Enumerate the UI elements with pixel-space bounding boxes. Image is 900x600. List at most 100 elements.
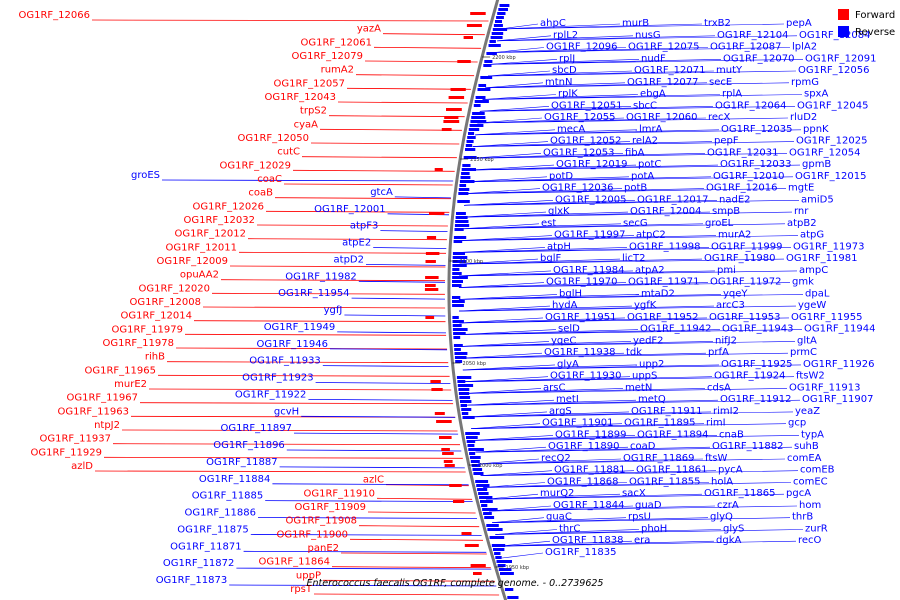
forward-gene-label-leader bbox=[211, 292, 445, 295]
forward-feature bbox=[425, 316, 435, 319]
reverse-gene-label: mtnN bbox=[545, 77, 572, 88]
reverse-gene-label: OG1RF_11922 bbox=[235, 389, 307, 400]
reverse-feature bbox=[452, 304, 464, 307]
forward-gene-label-leader bbox=[382, 33, 485, 36]
position-ticks: 2200 kbp 2150 kbp 2100 kbp 2050 kbp 2000 kbp… bbox=[449, 55, 529, 571]
reverse-feature bbox=[498, 8, 508, 11]
reverse-feature bbox=[468, 448, 484, 451]
reverse-gene-label-leader bbox=[468, 164, 801, 171]
forward-feature bbox=[443, 120, 460, 123]
reverse-gene-label: argS bbox=[549, 406, 572, 417]
forward-gene-label-leader bbox=[319, 128, 462, 131]
reverse-gene-label: mtaD2 bbox=[641, 288, 675, 299]
reverse-feature bbox=[459, 184, 467, 187]
reverse-gene-label: arsC bbox=[543, 382, 565, 393]
reverse-feature bbox=[460, 176, 471, 179]
reverse-feature bbox=[507, 596, 519, 599]
reverse-gene-label: OG1RF_11912 bbox=[720, 394, 792, 405]
reverse-gene-label-leader bbox=[475, 129, 802, 136]
reverse-gene-label-leader bbox=[469, 411, 548, 418]
reverse-gene-label: prmC bbox=[790, 347, 817, 358]
forward-gene-label-leader bbox=[229, 265, 446, 268]
reverse-gene-label: OG1RF_11844 bbox=[553, 500, 625, 511]
reverse-gene-label: mgtE bbox=[788, 183, 814, 194]
reverse-gene-label-leader bbox=[458, 294, 558, 300]
reverse-gene-label-leader bbox=[329, 348, 448, 351]
reverse-feature bbox=[459, 180, 475, 183]
forward-feature bbox=[449, 484, 462, 487]
reverse-gene-label: OG1RF_12096 bbox=[546, 42, 618, 53]
forward-gene-label-leader bbox=[310, 142, 460, 145]
reverse-gene-label-leader bbox=[490, 59, 558, 65]
reverse-gene-label: OG1RF_11971 bbox=[628, 277, 700, 288]
reverse-gene-label: OG1RF_11943 bbox=[722, 324, 794, 335]
reverse-gene-label-leader bbox=[501, 552, 544, 559]
reverse-feature bbox=[473, 472, 484, 475]
forward-gene-label: panE2 bbox=[308, 543, 340, 554]
reverse-gene-label: groES bbox=[131, 170, 160, 181]
reverse-gene-label: OG1RF_11865 bbox=[704, 488, 776, 499]
reverse-feature bbox=[452, 276, 468, 279]
reverse-gene-label: comEC bbox=[793, 477, 828, 488]
forward-gene-label: OG1RF_12079 bbox=[292, 51, 364, 62]
reverse-gene-label: OG1RF_11855 bbox=[629, 477, 701, 488]
forward-gene-label: OG1RF_12043 bbox=[265, 92, 337, 103]
reverse-gene-label: OG1RF_11861 bbox=[636, 465, 708, 476]
forward-gene-label: opuAA2 bbox=[180, 270, 219, 281]
reverse-gene-label: OG1RF_11887 bbox=[206, 457, 278, 468]
reverse-gene-label: OG1RF_11894 bbox=[637, 429, 709, 440]
reverse-gene-label-leader bbox=[458, 294, 804, 300]
reverse-gene-label-leader bbox=[483, 482, 792, 488]
reverse-gene-label: phoH bbox=[641, 524, 667, 535]
reverse-gene-label: rimI2 bbox=[713, 406, 739, 417]
reverse-gene-label: yedF2 bbox=[633, 335, 664, 346]
reverse-gene-label: OG1RF_12016 bbox=[706, 183, 778, 194]
reverse-gene-label: ftsW2 bbox=[796, 371, 825, 382]
reverse-gene-label-leader bbox=[236, 567, 492, 570]
reverse-gene-label-leader bbox=[482, 94, 557, 100]
forward-gene-label: cutC bbox=[277, 147, 300, 158]
reverse-gene-label: OG1RF_12036 bbox=[542, 183, 614, 194]
reverse-feature bbox=[455, 216, 468, 219]
reverse-gene-label: OG1RF_11882 bbox=[712, 441, 784, 452]
forward-feature bbox=[424, 288, 439, 291]
reverse-gene-label-leader bbox=[351, 297, 446, 300]
reverse-gene-label-leader bbox=[358, 280, 446, 283]
forward-gene-label: ntpJ2 bbox=[94, 420, 120, 431]
forward-gene-label-leader bbox=[112, 443, 461, 446]
reverse-gene-label-leader bbox=[479, 106, 550, 112]
reverse-feature bbox=[487, 528, 503, 531]
forward-feature bbox=[453, 500, 465, 503]
reverse-gene-label-leader bbox=[293, 432, 459, 435]
reverse-gene-label-leader bbox=[497, 35, 552, 42]
reverse-gene-label: glyA bbox=[557, 359, 579, 370]
reverse-gene-label: OG1RF_11911 bbox=[631, 406, 703, 417]
reverse-gene-label: OG1RF_11954 bbox=[278, 288, 350, 299]
forward-gene-label-leader bbox=[313, 593, 500, 596]
reverse-gene-label: nadE2 bbox=[719, 194, 751, 205]
reverse-gene-label-leader bbox=[464, 376, 795, 382]
forward-gene-label: OG1RF_11929 bbox=[31, 447, 103, 458]
reverse-gene-label: potD bbox=[549, 171, 573, 182]
reverse-gene-label-leader bbox=[485, 82, 544, 89]
forward-gene-label: OG1RF_11900 bbox=[277, 529, 349, 540]
forward-gene-label-leader bbox=[331, 566, 491, 569]
forward-gene-label-leader bbox=[328, 115, 465, 118]
forward-gene-label: cyaA bbox=[294, 119, 319, 130]
reverse-feature bbox=[467, 136, 476, 139]
reverse-feature bbox=[452, 316, 459, 319]
forward-feature bbox=[450, 88, 466, 91]
reverse-gene-label: OG1RF_11925 bbox=[721, 359, 793, 370]
reverse-gene-label: OG1RF_11835 bbox=[545, 547, 617, 558]
reverse-feature bbox=[490, 36, 503, 39]
legend-reverse-swatch bbox=[838, 26, 849, 37]
reverse-gene-label-leader bbox=[265, 500, 473, 503]
reverse-gene-label-leader bbox=[459, 270, 798, 277]
reverse-gene-label: ahpC bbox=[540, 18, 566, 29]
reverse-gene-label-leader bbox=[470, 153, 788, 159]
reverse-gene-label: gcvH bbox=[274, 406, 299, 417]
reverse-feature bbox=[457, 200, 470, 203]
reverse-feature bbox=[486, 52, 497, 55]
forward-gene-label-leader bbox=[337, 101, 468, 104]
reverse-gene-label: OG1RF_11973 bbox=[793, 241, 865, 252]
